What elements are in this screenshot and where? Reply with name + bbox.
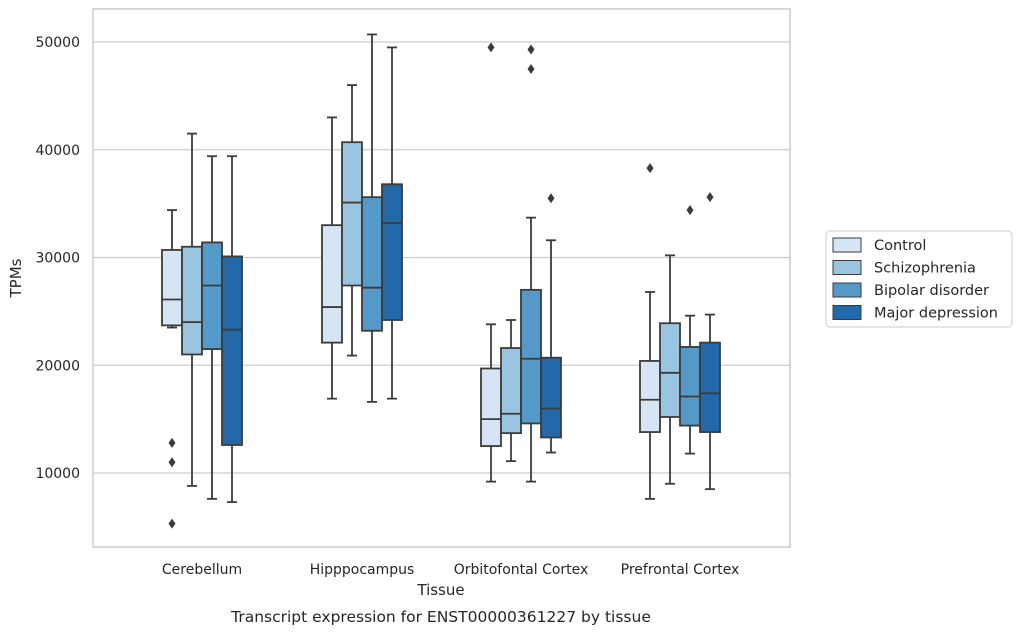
iqr-box: [659, 322, 681, 418]
iqr-box: [201, 241, 223, 350]
outlier-point: [527, 44, 535, 55]
outlier-point: [706, 192, 714, 203]
box-series-group: [161, 33, 721, 529]
iqr-box: [161, 249, 183, 327]
series-bipolar-disorder: [201, 33, 701, 500]
legend-swatch: [832, 305, 862, 320]
outlier-point: [487, 42, 495, 53]
iqr-box: [699, 341, 721, 433]
iqr-box: [520, 288, 542, 425]
legend-frame: [825, 230, 1013, 328]
iqr-box: [679, 346, 701, 427]
iqr-box: [540, 356, 562, 439]
x-tick-label: Orbitofontal Cortex: [454, 562, 589, 578]
box: [181, 132, 203, 487]
box: [699, 192, 721, 491]
box: [540, 193, 562, 454]
y-tick-label: 30000: [35, 251, 80, 267]
chart-caption: Transcript expression for ENST0000036122…: [230, 608, 651, 626]
plot-frame: [92, 8, 791, 548]
box: [520, 44, 542, 483]
x-axis-title: Tissue: [416, 581, 464, 599]
iqr-box: [639, 360, 661, 433]
y-tick-label: 40000: [35, 143, 80, 159]
outlier-point: [168, 518, 176, 529]
box: [480, 323, 502, 483]
outlier-point: [527, 63, 535, 74]
legend-label: Bipolar disorder: [874, 283, 989, 299]
legend-label: Control: [874, 238, 926, 254]
y-tick-labels: 10000 20000 30000 40000 50000: [35, 35, 80, 482]
iqr-box: [181, 245, 203, 356]
y-tick-label: 20000: [35, 358, 80, 374]
outlier-point: [168, 457, 176, 468]
outlier-point: [646, 163, 654, 174]
legend: Control Schizophrenia Bipolar disorder Majo…: [825, 230, 1013, 328]
iqr-box: [500, 347, 522, 435]
legend-label: Schizophrenia: [874, 261, 976, 277]
legend-swatch: [832, 282, 862, 298]
box: [341, 84, 363, 357]
outlier-point: [547, 193, 555, 204]
series-major-depression: [221, 46, 721, 503]
iqr-box: [321, 224, 343, 344]
y-tick-label: 10000: [35, 466, 80, 482]
iqr-box: [381, 183, 403, 321]
legend-swatch: [832, 237, 862, 253]
iqr-box: [221, 255, 243, 446]
iqr-box: [480, 367, 502, 447]
iqr-box: [361, 196, 383, 332]
x-tick-label: Prefrontal Cortex: [621, 562, 740, 578]
iqr-box: [341, 141, 363, 287]
outlier-point: [686, 205, 694, 216]
legend-label: Major depression: [874, 306, 998, 322]
series-control: [161, 116, 661, 529]
outlier-point: [168, 437, 176, 448]
x-tick-label: Hipppocampus: [310, 562, 415, 578]
box: [161, 209, 183, 529]
y-axis-title: TPMs: [7, 258, 25, 298]
y-tick-label: 50000: [35, 35, 80, 51]
box: [381, 46, 403, 400]
box: [221, 155, 243, 503]
x-tick-labels: Cerebellum Hipppocampus Orbitofontal Corte…: [162, 562, 739, 578]
legend-swatch: [832, 260, 862, 275]
box: [639, 163, 661, 500]
box: [321, 116, 343, 400]
x-tick-label: Cerebellum: [162, 562, 242, 578]
